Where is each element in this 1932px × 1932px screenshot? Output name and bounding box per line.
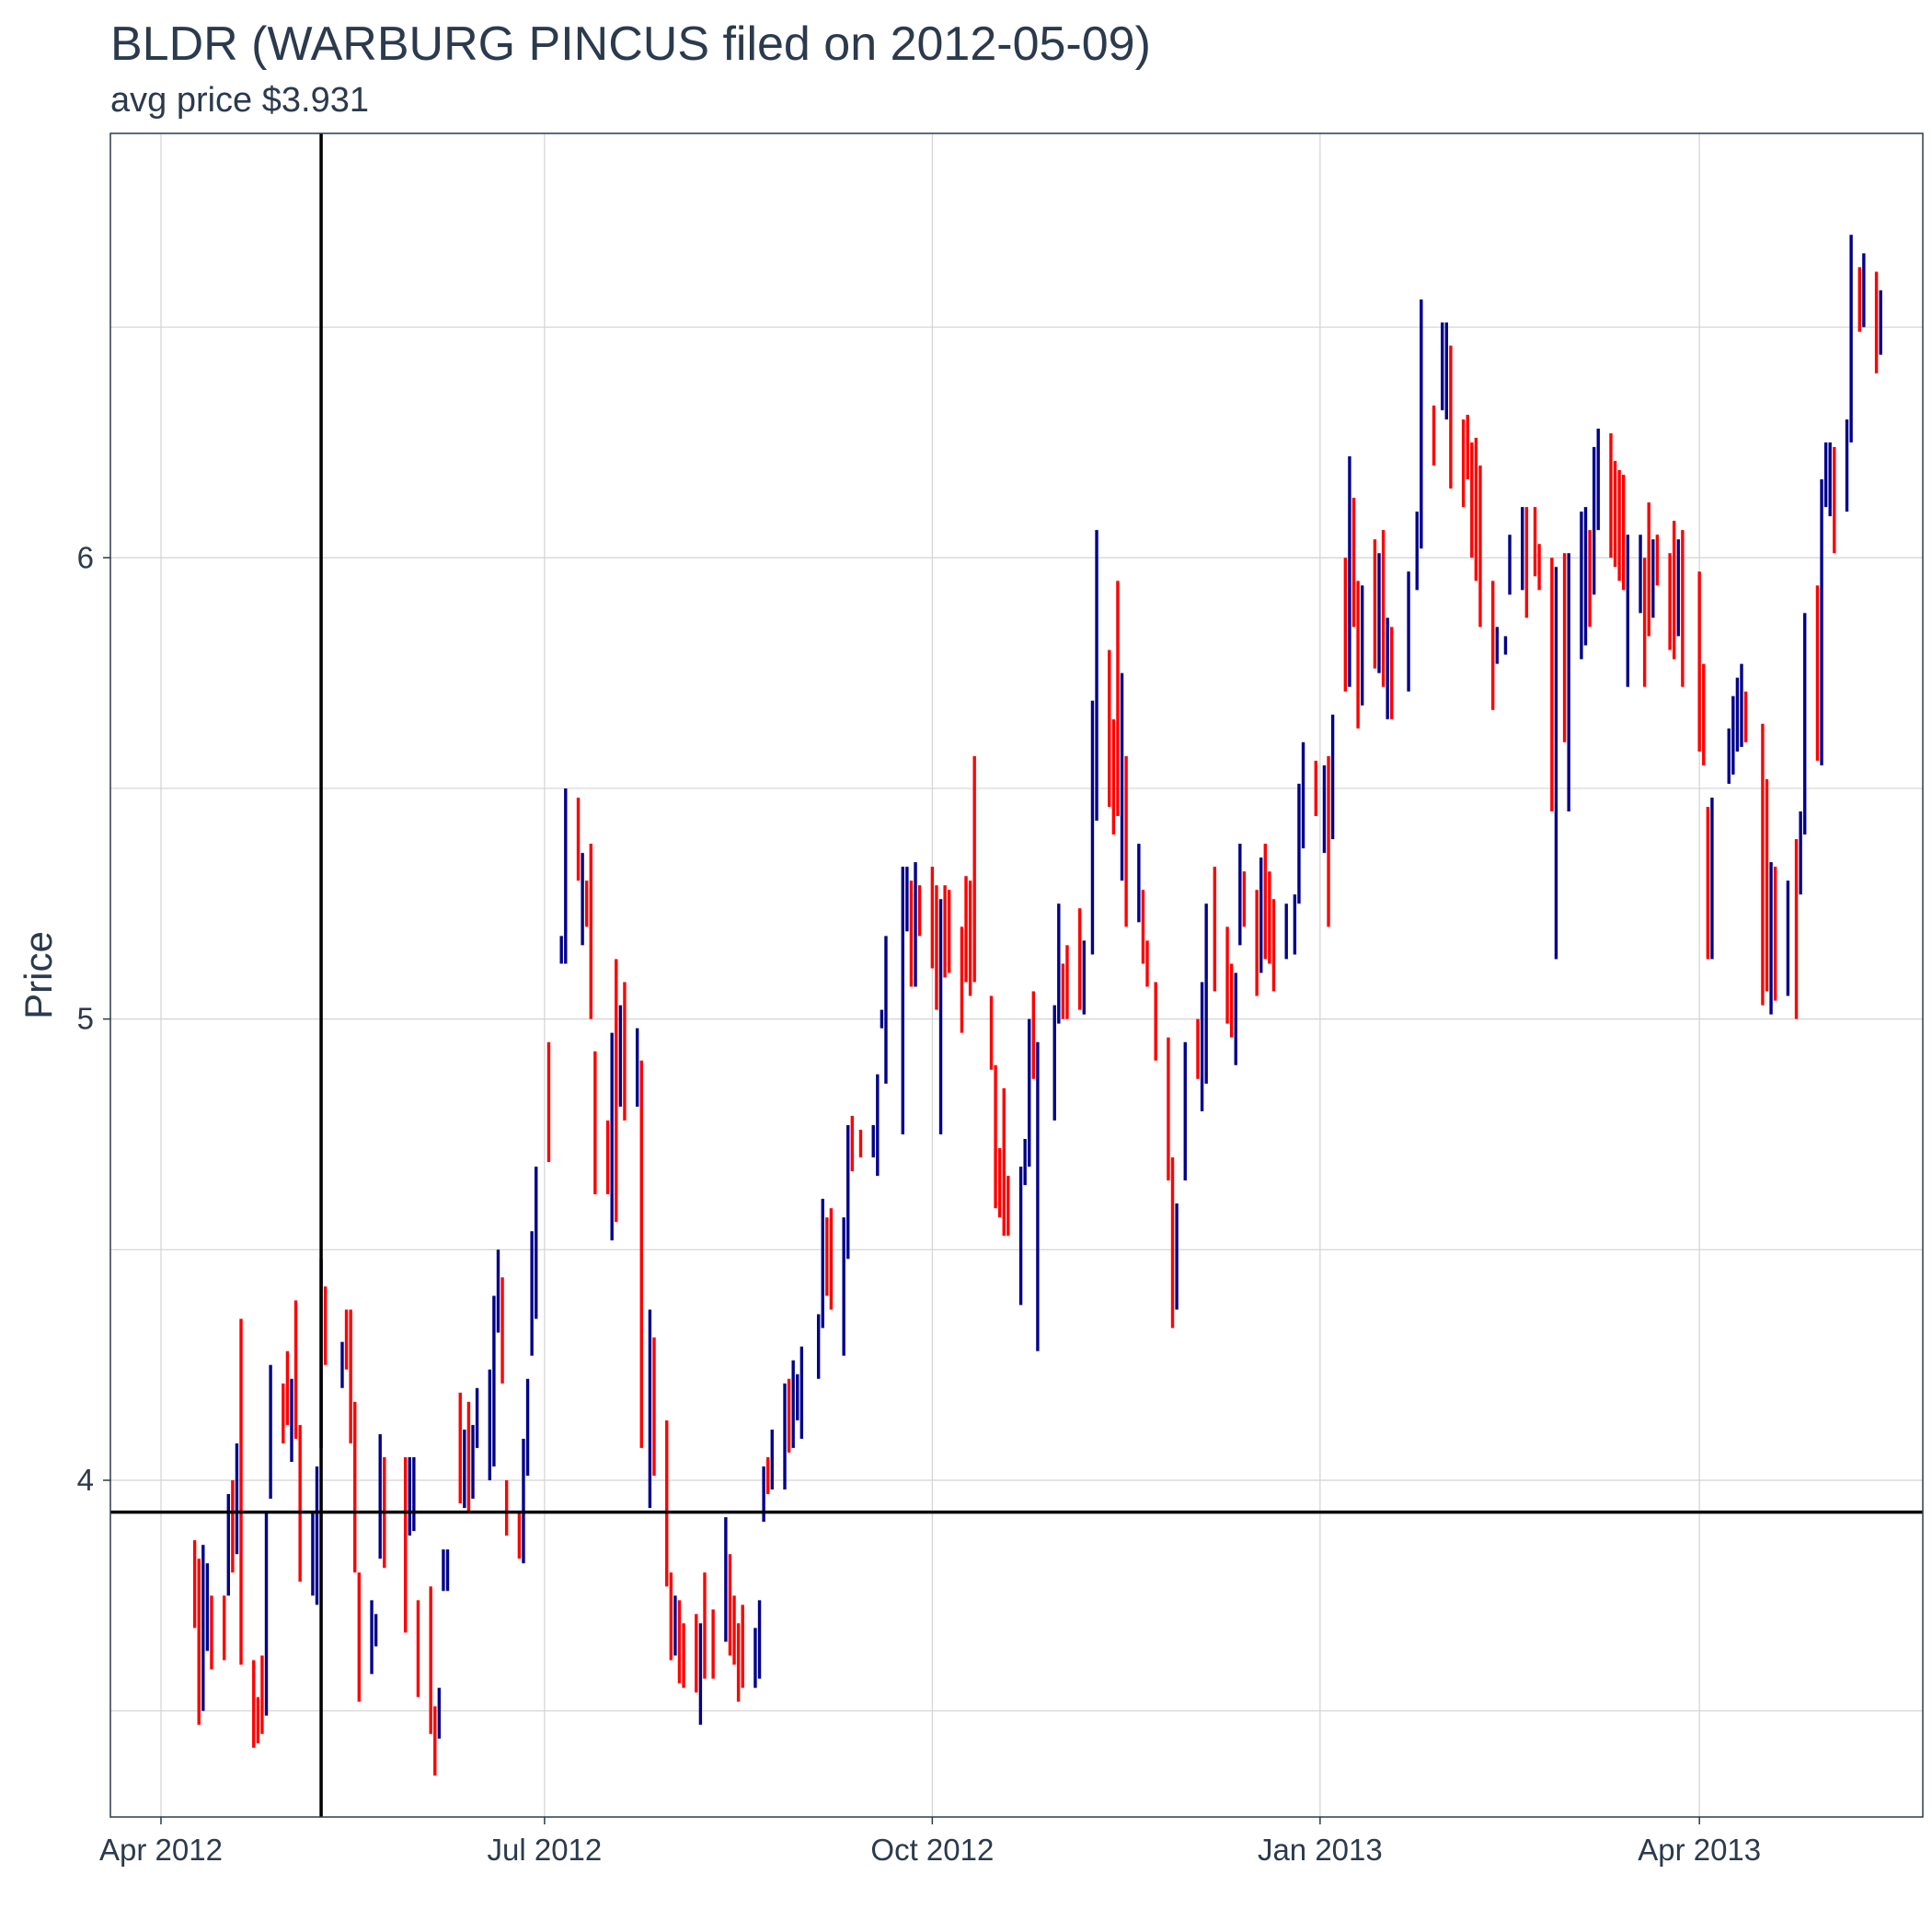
y-tick-label: 4: [77, 1463, 94, 1497]
reference-lines: [110, 133, 1923, 1817]
x-tick-label: Apr 2013: [1638, 1833, 1761, 1867]
x-tick-label: Jan 2013: [1258, 1833, 1383, 1867]
plot-border: [109, 132, 1924, 1818]
y-tick-label: 6: [77, 540, 94, 574]
y-axis-title: Price: [17, 931, 60, 1019]
chart-subtitle: avg price $3.931: [110, 81, 369, 120]
grid-lines: [110, 133, 1923, 1817]
y-tick-label: 5: [77, 1002, 94, 1036]
x-tick-label: Apr 2012: [99, 1833, 223, 1867]
price-bars: [192, 235, 1882, 1776]
y-axis-ticks: 4 5 6: [77, 540, 110, 1497]
x-tick-label: Oct 2012: [870, 1833, 994, 1867]
chart-title: BLDR (WARBURG PINCUS filed on 2012-05-09…: [110, 17, 1151, 71]
x-axis-ticks: Apr 2012 Jul 2012 Oct 2012 Jan 2013 Apr 2013: [99, 1817, 1761, 1867]
x-tick-label: Jul 2012: [488, 1833, 603, 1867]
